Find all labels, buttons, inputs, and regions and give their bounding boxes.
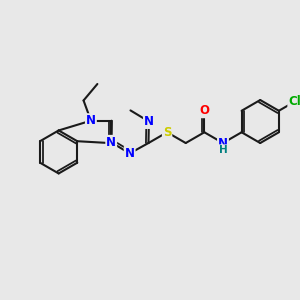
- Text: O: O: [199, 104, 209, 117]
- Text: N: N: [144, 115, 154, 128]
- Text: N: N: [124, 147, 135, 160]
- Text: N: N: [86, 114, 96, 127]
- Text: H: H: [219, 145, 227, 155]
- Text: N: N: [106, 136, 116, 149]
- Text: S: S: [163, 126, 171, 139]
- Text: Cl: Cl: [288, 95, 300, 108]
- Text: N: N: [218, 136, 228, 149]
